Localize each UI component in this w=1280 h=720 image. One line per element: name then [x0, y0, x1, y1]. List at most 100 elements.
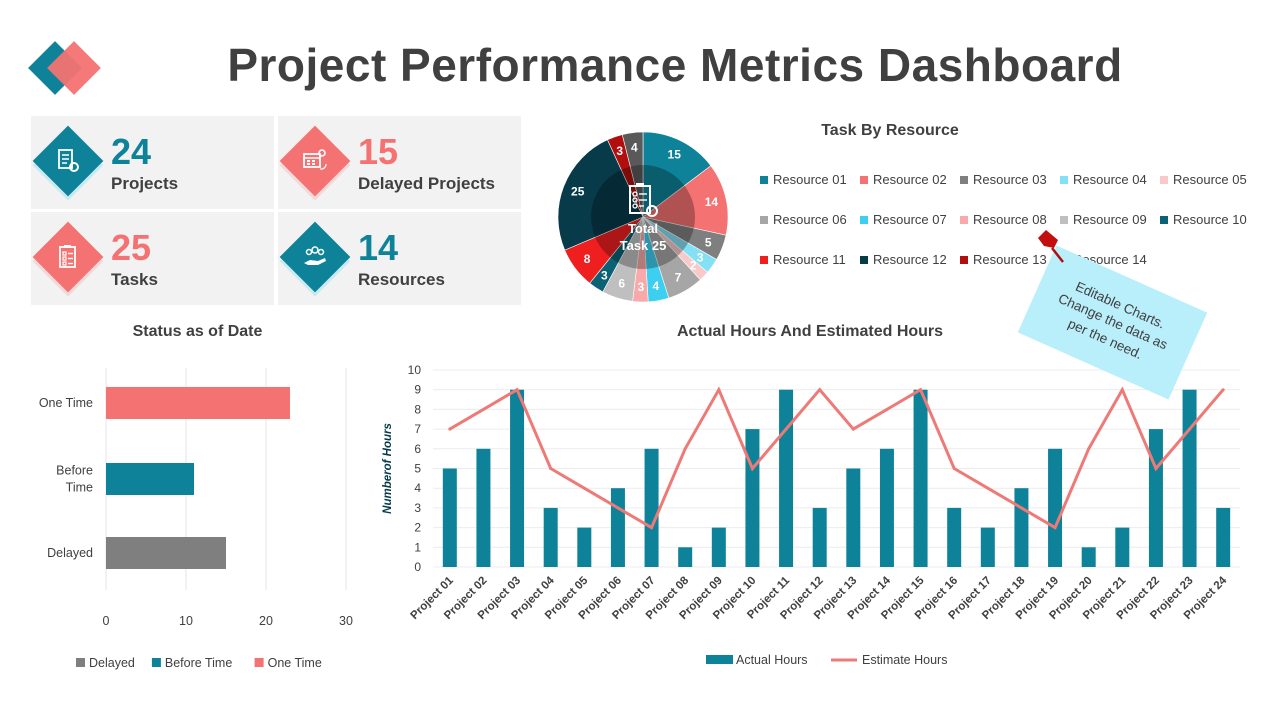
y-tick-label: 6 — [414, 442, 421, 456]
actual-hours-bar[interactable] — [1148, 429, 1163, 567]
pie-data-label: 5 — [705, 235, 712, 249]
legend-swatch — [960, 255, 968, 264]
estimate-hours-point — [481, 407, 485, 411]
pie-slice-1[interactable] — [642, 131, 712, 218]
actual-hours-bar[interactable] — [947, 507, 962, 567]
status-bar-3[interactable] — [106, 537, 226, 569]
estimate-hours-point — [818, 388, 822, 392]
legend-label: Resource 09 — [1073, 212, 1147, 227]
legend-swatch — [760, 255, 768, 264]
page-title: Project Performance Metrics Dashboard — [227, 39, 1123, 91]
actual-hours-bar[interactable] — [678, 547, 693, 567]
legend-item-resource-12: Resource 12 — [860, 252, 947, 267]
legend-label: Before Time — [165, 656, 232, 670]
legend-swatch — [1060, 215, 1068, 224]
legend-item-resource-8: Resource 08 — [960, 212, 1047, 227]
kpi-card-delayed-projects: 15 Delayed Projects — [278, 116, 521, 209]
pie-data-label: 15 — [668, 147, 682, 161]
actual-hours-bar[interactable] — [1048, 448, 1063, 567]
actual-hours-bar[interactable] — [779, 389, 794, 567]
pie-slice-14[interactable] — [621, 131, 644, 218]
y-tick-label: 7 — [414, 422, 421, 436]
x-tick-label: 30 — [339, 614, 353, 628]
x-tick-label: 10 — [179, 614, 193, 628]
pie-inner-shade — [591, 165, 695, 269]
actual-hours-bar[interactable] — [644, 448, 659, 567]
legend-item-resource-13: Resource 13 — [960, 252, 1047, 267]
kpi-value: 14 — [358, 227, 399, 268]
y-tick-label: 10 — [408, 363, 422, 377]
status-legend-item: Delayed — [76, 656, 135, 670]
estimate-hours-point — [515, 388, 519, 392]
pie-data-label: 3 — [697, 250, 704, 264]
actual-hours-bar[interactable] — [980, 527, 995, 567]
estimate-hours-point — [1019, 506, 1023, 510]
estimate-hours-line[interactable] — [449, 386, 1225, 530]
estimate-hours-point — [784, 427, 788, 431]
pie-slice-2[interactable] — [642, 165, 729, 236]
legend-swatch — [960, 215, 968, 224]
y-axis-label: Numberof Hours — [382, 423, 394, 514]
kpi-label: Delayed Projects — [358, 174, 496, 193]
actual-hours-bar[interactable] — [846, 468, 861, 568]
legend-swatch — [860, 215, 868, 224]
y-tick-label: 1 — [414, 540, 421, 554]
actual-hours-bar[interactable] — [1014, 488, 1029, 567]
legend-label: Resource 08 — [973, 212, 1047, 227]
legend-swatch — [760, 215, 768, 224]
kpi-value: 15 — [358, 131, 399, 172]
actual-hours-bar[interactable] — [812, 507, 827, 567]
y-category-label: Before — [56, 464, 93, 478]
actual-hours-bar[interactable] — [476, 448, 491, 567]
hand-resources-icon — [300, 242, 330, 272]
legend-item-resource-6: Resource 06 — [760, 212, 847, 227]
pie-data-label: 3 — [616, 144, 623, 158]
y-tick-label: 3 — [414, 501, 421, 515]
legend-swatch — [960, 175, 968, 184]
legend-label: Estimate Hours — [862, 653, 947, 667]
estimate-hours-point — [683, 447, 687, 451]
legend-label: Resource 10 — [1173, 212, 1247, 227]
actual-hours-bar[interactable] — [1081, 547, 1096, 567]
y-tick-label: 8 — [414, 402, 421, 416]
actual-hours-bar[interactable] — [1216, 507, 1231, 567]
status-bar-2[interactable] — [106, 463, 194, 495]
x-tick-label: 0 — [103, 614, 110, 628]
actual-hours-bar[interactable] — [610, 488, 625, 567]
legend-item-resource-11: Resource 11 — [760, 252, 846, 267]
pie-data-label: 7 — [675, 271, 682, 285]
pie-slice-12[interactable] — [557, 139, 644, 251]
x-tick-label: 20 — [259, 614, 273, 628]
actual-hours-bar[interactable] — [510, 389, 525, 567]
legend-item-resource-9: Resource 09 — [1060, 212, 1147, 227]
hours-legend: Actual Hours Estimate Hours — [706, 653, 947, 667]
status-bar-1[interactable] — [106, 387, 290, 419]
actual-hours-bar[interactable] — [577, 527, 592, 567]
status-bar-chart: 0 10 20 30 One Time Before Time Delayed Delayed B… — [39, 368, 353, 670]
legend-label: Resource 05 — [1173, 172, 1247, 187]
pie-data-label: 6 — [618, 277, 625, 291]
actual-hours-bar[interactable] — [913, 389, 928, 567]
y-category-label: Time — [66, 481, 93, 495]
estimate-hours-point — [1221, 388, 1225, 392]
y-tick-label: 2 — [414, 521, 421, 535]
actual-hours-bar[interactable] — [745, 429, 760, 567]
legend-label: Resource 04 — [1073, 172, 1147, 187]
estimate-hours-point — [1154, 467, 1158, 470]
kpi-label: Resources — [358, 270, 445, 289]
project-settings-icon — [53, 146, 83, 176]
legend-swatch — [151, 658, 161, 667]
push-pin-icon — [1038, 230, 1064, 263]
pie-data-label: 25 — [571, 185, 585, 199]
actual-hours-bar[interactable] — [711, 527, 726, 567]
actual-hours-bar[interactable] — [543, 507, 558, 567]
actual-hours-bar[interactable] — [442, 468, 457, 568]
actual-hours-bar[interactable] — [1182, 389, 1197, 567]
actual-hours-bar[interactable] — [879, 448, 894, 567]
estimate-hours-point — [851, 427, 855, 431]
actual-hours-bar[interactable] — [1115, 527, 1130, 567]
pie-data-label: 2 — [690, 259, 697, 273]
kpi-label: Projects — [111, 174, 179, 193]
